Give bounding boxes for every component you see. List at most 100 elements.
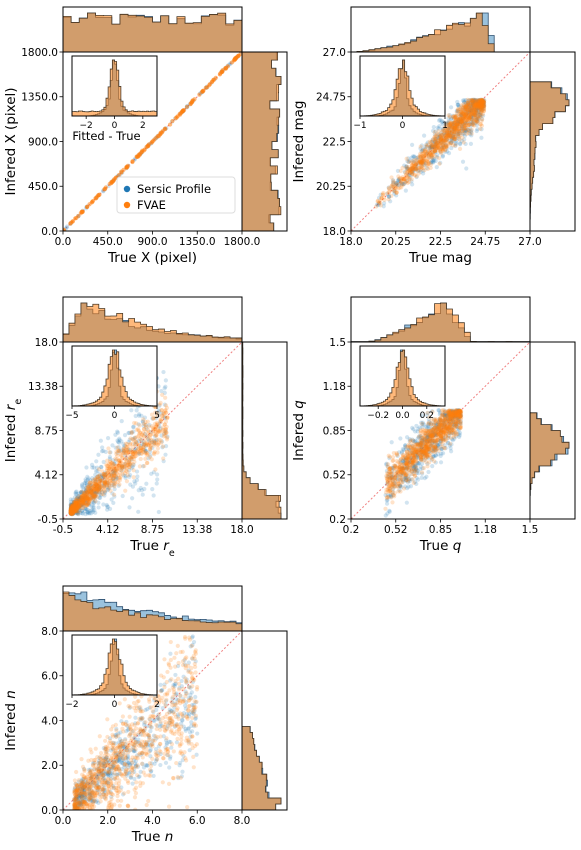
sersic-point-2-166 [471,112,476,117]
fvae-point-2-830 [458,126,463,131]
sersic-point-3-287 [74,509,79,514]
fvae-point-2-77 [410,167,415,172]
fvae-point-1-80 [87,202,92,207]
fvae-point-2-580 [476,101,482,107]
sersic-point-2-248 [478,106,484,111]
sersic-point-3-249 [102,489,107,495]
right-hist-fvae-5 [241,631,282,811]
sersic-point-2-83 [466,109,471,114]
fvae-point-2-157 [479,98,484,104]
sersic-point-3-363 [132,447,138,452]
sersic-point-2-189 [415,162,420,167]
fvae-point-2-402 [438,143,444,148]
fvae-point-2-683 [409,169,415,174]
sersic-point-2-419 [401,181,406,187]
sersic-point-3-509 [150,487,155,492]
sersic-point-2-255 [450,134,456,139]
sersic-point-4-244 [404,500,409,505]
fvae-point-2-255 [410,168,415,174]
sersic-point-2-130 [411,169,416,174]
sersic-point-2-420 [418,146,423,151]
sersic-point-3-93 [91,500,97,505]
fvae-point-2-719 [446,133,451,138]
x-tick-label-4-4: 1.5 [522,524,539,536]
sersic-point-2-136 [462,120,468,125]
fvae-point-2-463 [420,158,425,163]
fvae-point-3-397 [133,453,138,459]
sersic-point-3-345 [107,506,113,511]
sersic-point-2-322 [472,100,478,106]
sersic-point-2-162 [447,131,452,136]
fvae-point-2-192 [440,143,445,148]
sersic-point-3-388 [123,461,128,467]
sersic-point-2-25 [458,128,463,133]
sersic-point-2-127 [405,159,410,164]
inset-tick-label-4-0: −0.2 [367,411,389,421]
sersic-point-2-217 [432,144,438,149]
fvae-point-2-876 [445,134,450,139]
sersic-point-3-77 [77,498,82,503]
sersic-point-3-434 [68,510,74,515]
sersic-point-2-61 [429,145,435,150]
fvae-point-2-862 [456,121,461,126]
sersic-point-3-52 [68,503,73,508]
sersic-point-3-4 [122,433,128,438]
sersic-point-3-495 [101,459,106,465]
fvae-point-3-417 [71,505,76,510]
sersic-point-2-103 [449,116,454,121]
fvae-point-3-43 [108,459,113,464]
fvae-point-3-60 [131,437,136,443]
sersic-point-2-328 [465,101,471,106]
sersic-point-2-43 [440,122,446,127]
fvae-point-3-126 [152,449,157,454]
sersic-point-3-278 [105,507,110,512]
sersic-point-3-17 [83,488,89,494]
fvae-point-3-345 [152,426,157,431]
sersic-point-3-156 [70,511,75,516]
fvae-point-2-867 [436,146,441,151]
fvae-point-2-400 [381,190,386,196]
fvae-point-2-190 [430,145,435,150]
sersic-point-3-61 [120,493,125,499]
fvae-point-3-8 [95,486,100,491]
fvae-point-2-1 [407,176,412,182]
sersic-point-2-254 [390,178,396,183]
fvae-point-3-247 [83,490,88,495]
fvae-point-2-578 [475,111,480,116]
fvae-point-3-307 [120,455,125,460]
fvae-point-3-585 [97,476,103,481]
fvae-point-2-640 [437,142,442,147]
fvae-point-2-204 [412,166,417,172]
sersic-point-3-387 [136,422,141,427]
fvae-point-3-445 [125,442,130,447]
y-tick-label-2-4: 27.0 [323,47,346,59]
fvae-point-3-35 [95,483,100,488]
sersic-point-2-340 [410,166,416,171]
sersic-point-2-364 [464,166,469,171]
sersic-point-3-248 [111,479,116,484]
sersic-point-3-413 [131,462,136,467]
sersic-point-2-154 [430,144,435,149]
sersic-point-3-315 [163,429,168,434]
sersic-point-2-500 [456,133,461,139]
fvae-point-3-24 [86,494,91,500]
fvae-point-2-680 [440,137,445,142]
sersic-point-3-506 [156,409,162,414]
fvae-point-3-666 [120,450,125,456]
fvae-point-2-859 [438,147,443,152]
sersic-point-2-421 [432,143,438,148]
fvae-point-3-157 [75,500,80,505]
fvae-point-4-711 [432,421,437,426]
fvae-point-3-196 [124,479,130,484]
sersic-point-2-206 [433,149,438,154]
sersic-point-3-231 [78,510,83,516]
sersic-point-2-91 [394,180,399,186]
fvae-point-3-876 [124,459,129,464]
fvae-point-2-559 [416,171,421,176]
sersic-point-3-178 [69,510,74,516]
fvae-point-4-276 [425,464,430,469]
sersic-point-2-276 [463,107,468,112]
fvae-point-3-170 [68,511,73,516]
fvae-point-3-419 [69,511,74,516]
sersic-point-2-535 [444,131,450,137]
